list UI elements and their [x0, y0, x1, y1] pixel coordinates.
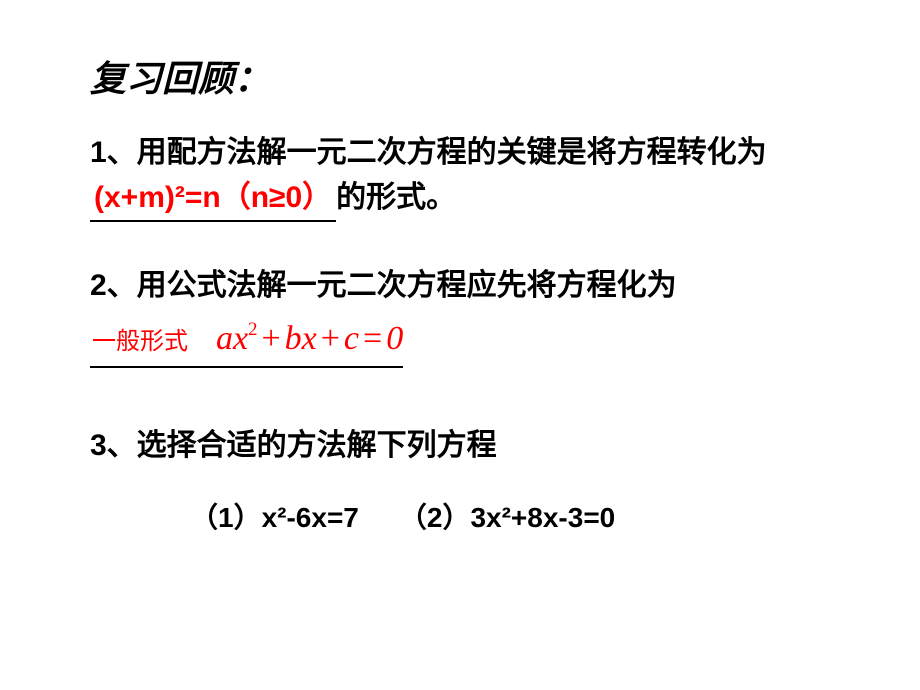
- slide: 复习回顾： 1、用配方法解一元二次方程的关键是将方程转化为 (x+m)²=n（n≥…: [0, 0, 920, 690]
- eq1: x²-6x=7: [262, 502, 359, 533]
- formula-bx: bx: [285, 320, 317, 357]
- formula-c: c: [344, 320, 359, 357]
- question-1: 1、用配方法解一元二次方程的关键是将方程转化为 (x+m)²=n（n≥0）的形式。: [90, 130, 850, 222]
- equals: =: [359, 320, 386, 357]
- q1-prefix: 1、用配方法解一元二次方程的关键是将方程转化为: [90, 136, 767, 169]
- slide-title: 复习回顾：: [90, 50, 850, 102]
- q2-line2: 一般形式 ax2+bx+c=0: [90, 312, 850, 368]
- q2-formula: ax2+bx+c=0: [216, 312, 403, 366]
- question-3: 3、选择合适的方法解下列方程: [90, 420, 850, 464]
- plus-1: +: [257, 320, 284, 357]
- formula-zero: 0: [386, 320, 403, 357]
- q1-blank: (x+m)²=n（n≥0）: [90, 175, 336, 222]
- formula-ax: ax: [216, 320, 248, 357]
- q1-suffix: 的形式。: [336, 181, 456, 214]
- eq1-label: （1）: [190, 502, 262, 533]
- plus-2: +: [317, 320, 344, 357]
- eq2-label: （2）: [399, 502, 471, 533]
- question-2: 2、用公式法解一元二次方程应先将方程化为 一般形式 ax2+bx+c=0: [90, 262, 850, 368]
- formula-exp: 2: [248, 319, 257, 340]
- question-3-equations: （1）x²-6x=7 （2）3x²+8x-3=0: [90, 496, 850, 536]
- q2-general-label: 一般形式: [92, 323, 188, 361]
- eq2: 3x²+8x-3=0: [470, 502, 615, 533]
- q2-line1: 2、用公式法解一元二次方程应先将方程化为: [90, 262, 850, 310]
